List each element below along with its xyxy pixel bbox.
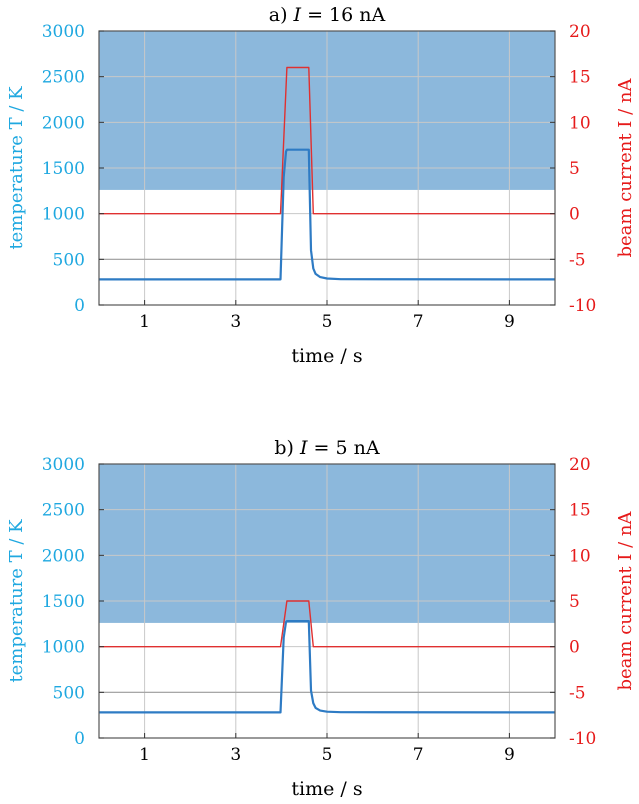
- temperature-series-line: [99, 619, 556, 714]
- y-left-tick-label: 2000: [42, 113, 85, 133]
- current-series-line: [99, 600, 555, 648]
- y-left-tick-label: 1000: [42, 205, 85, 225]
- y-right-axis-title: beam current I / nA: [615, 78, 636, 258]
- x-tick-label: 1: [139, 745, 150, 765]
- y-right-tick-label: 20: [569, 455, 591, 475]
- x-axis-title: time / s: [291, 778, 362, 800]
- panel-title-rest: = 5 nA: [308, 437, 380, 459]
- y-left-tick-label: 1500: [42, 159, 85, 179]
- y-right-tick-label: -5: [569, 250, 586, 270]
- x-tick-label: 9: [504, 312, 515, 332]
- panel-title: a) I = 16 nA: [269, 4, 386, 26]
- y-left-tick-label: 2500: [42, 68, 85, 88]
- y-right-tick-label: 0: [569, 638, 580, 658]
- x-tick-label: 3: [230, 312, 241, 332]
- y-left-tick-label: 1500: [42, 592, 85, 612]
- panel-title-symbol: I: [293, 4, 302, 26]
- chart-panel-a: 1 3 5 7 9 0 500 1000 1500 2000 2500 3000 -10 -5 0 5 10 15…: [6, 4, 636, 367]
- y-left-tick-label: 0: [74, 296, 85, 316]
- x-tick-label: 9: [504, 745, 515, 765]
- y-right-tick-label: -10: [569, 296, 596, 316]
- panel-title-prefix: a): [269, 4, 294, 26]
- y-right-axis-title: beam current I / nA: [615, 511, 636, 691]
- y-right-tick-label: 5: [569, 592, 580, 612]
- y-left-axis-title: temperature T / K: [6, 519, 27, 683]
- y-right-tick-label: 10: [569, 546, 591, 566]
- panel-title-prefix: b): [274, 437, 300, 459]
- current-series-line: [99, 66, 555, 215]
- chart-panel-b: 1 3 5 7 9 0 500 1000 1500 2000 2500 3000 -10 -5 0 5 10 15…: [6, 437, 636, 800]
- x-axis-title: time / s: [291, 345, 362, 367]
- y-left-tick-label: 2000: [42, 546, 85, 566]
- y-left-tick-label: 3000: [42, 455, 85, 475]
- y-right-tick-label: -10: [569, 729, 596, 749]
- x-tick-label: 5: [322, 312, 333, 332]
- y-right-tick-label: 20: [569, 22, 591, 42]
- x-tick-label: 3: [230, 745, 241, 765]
- x-tick-label: 1: [139, 312, 150, 332]
- y-right-tick-label: 15: [569, 501, 591, 521]
- y-left-tick-label: 0: [74, 729, 85, 749]
- y-left-tick-label: 1000: [42, 638, 85, 658]
- y-right-tick-label: 15: [569, 68, 591, 88]
- y-right-tick-label: 0: [569, 205, 580, 225]
- y-right-tick-label: 5: [569, 159, 580, 179]
- temperature-series-line: [99, 148, 556, 281]
- y-left-axis-title: temperature T / K: [6, 86, 27, 250]
- panel-title-rest: = 16 nA: [301, 4, 385, 26]
- y-left-tick-label: 2500: [42, 501, 85, 521]
- panel-title: b) I = 5 nA: [274, 437, 380, 459]
- x-tick-label: 7: [413, 312, 424, 332]
- x-tick-label: 7: [413, 745, 424, 765]
- y-left-tick-label: 500: [53, 683, 85, 703]
- y-left-tick-label: 500: [53, 250, 85, 270]
- panel-title-symbol: I: [299, 437, 308, 459]
- y-left-tick-label: 3000: [42, 22, 85, 42]
- x-tick-label: 5: [322, 745, 333, 765]
- y-right-tick-label: -5: [569, 683, 586, 703]
- y-right-tick-label: 10: [569, 113, 591, 133]
